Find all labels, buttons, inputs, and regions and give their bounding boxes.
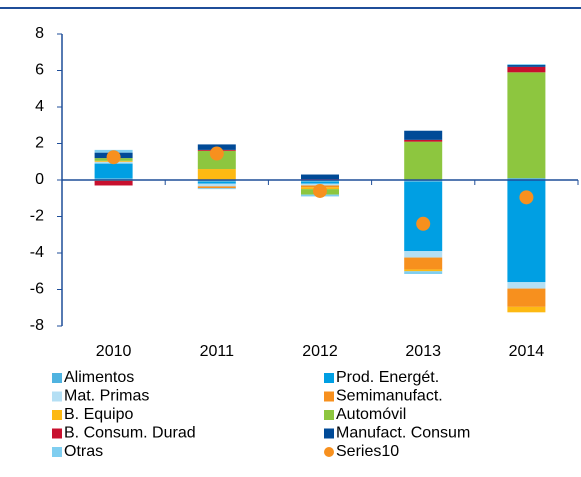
y-tick-label: 0 xyxy=(35,171,44,188)
bar-segment xyxy=(197,183,236,187)
dot xyxy=(209,146,224,161)
bar-segment xyxy=(507,178,546,180)
bar-segment xyxy=(197,188,236,190)
dot xyxy=(106,150,121,165)
bar-segment xyxy=(404,257,443,270)
bar-segment xyxy=(301,174,339,180)
dot xyxy=(519,190,534,205)
legend-label: Otras xyxy=(64,443,103,460)
legend-label: Automóvil xyxy=(336,406,406,423)
legend-label: B. Consum. Durad xyxy=(64,425,196,442)
bar-segment xyxy=(507,64,546,66)
legend-label: Mat. Primas xyxy=(64,388,149,405)
y-tick-label: 2 xyxy=(35,135,44,152)
legend-marker xyxy=(52,410,62,420)
bar-segment xyxy=(507,282,546,289)
x-tick-label: 2014 xyxy=(509,343,545,360)
bar-segment xyxy=(94,178,133,180)
y-tick-label: -8 xyxy=(30,317,44,334)
y-tick-label: -6 xyxy=(30,281,44,298)
y-tick-label: 8 xyxy=(35,25,44,42)
bar-segment xyxy=(507,288,546,307)
dot xyxy=(416,216,431,231)
bar-segment xyxy=(301,180,339,182)
bar-segment xyxy=(507,72,546,179)
legend-marker xyxy=(52,391,62,402)
y-tick-label: 6 xyxy=(35,62,44,79)
legend-marker xyxy=(324,447,334,457)
legend-label: B. Equipo xyxy=(64,406,133,423)
bar-segment xyxy=(507,66,546,73)
bar-segment xyxy=(507,65,546,67)
x-tick-label: 2010 xyxy=(96,343,132,360)
legend-marker xyxy=(324,428,334,439)
y-tick-label: -2 xyxy=(30,208,44,225)
legend-marker xyxy=(52,447,62,457)
bar-segment xyxy=(404,141,443,180)
legend-label: Prod. Energét. xyxy=(336,369,439,386)
legend-label: Series10 xyxy=(336,443,399,460)
bar-segment xyxy=(404,130,443,140)
legend-marker xyxy=(52,373,62,383)
legend-marker xyxy=(324,391,334,402)
y-tick-label: 4 xyxy=(35,98,44,115)
bar-segment xyxy=(197,186,236,189)
bar-segment xyxy=(404,139,443,142)
x-tick-label: 2012 xyxy=(302,343,338,360)
bar-segment xyxy=(404,181,443,252)
bar-segment xyxy=(404,180,443,182)
bar-segment xyxy=(197,169,236,180)
legend-label: Semimanufact. xyxy=(336,388,443,405)
bar-segment xyxy=(404,251,443,258)
x-tick-label: 2011 xyxy=(200,343,235,360)
bar-segment xyxy=(94,163,133,179)
legend-label: Manufact. Consum xyxy=(336,425,470,442)
legend-marker xyxy=(52,428,62,439)
bar-segment xyxy=(197,181,236,184)
bar-segment xyxy=(197,180,236,182)
y-tick-label: -4 xyxy=(30,244,44,261)
bar-segment xyxy=(404,269,443,272)
legend-marker xyxy=(324,373,334,383)
legend-marker xyxy=(324,410,334,420)
bar-segment xyxy=(507,306,546,313)
bar-segment xyxy=(301,181,339,184)
legend-label: Alimentos xyxy=(64,369,134,386)
bar-segment xyxy=(94,180,133,186)
x-tick-label: 2013 xyxy=(405,343,441,360)
bar-segment xyxy=(404,271,443,274)
dot xyxy=(313,183,327,198)
